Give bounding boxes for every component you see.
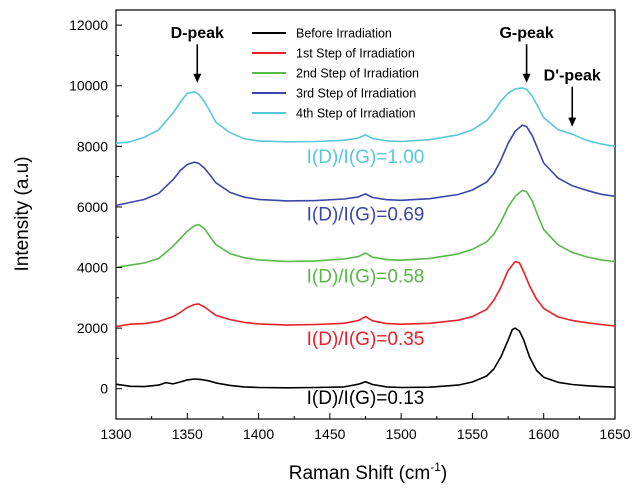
ratio-label: I(D)/I(G)=0.35 xyxy=(307,329,425,350)
legend: Before Irradiation 1st Step of Irradiatio… xyxy=(252,27,419,121)
x-axis-title-main: Raman Shift (cm xyxy=(289,463,430,484)
legend-label: 4th Step of Irradiation xyxy=(296,107,416,121)
series-line-2 xyxy=(115,260,616,328)
ratio-label: I(D)/I(G)=1.00 xyxy=(307,147,425,168)
y-tick-label: 2000 xyxy=(77,320,108,336)
y-tick-label: 6000 xyxy=(77,199,108,215)
series-line-1 xyxy=(115,327,616,389)
legend-label: 1st Step of Irradiation xyxy=(296,47,415,61)
series-line-4 xyxy=(115,124,616,207)
peak-label: G-peak xyxy=(499,25,553,42)
series-line-3 xyxy=(115,189,616,269)
legend-label: 2nd Step of Irradiation xyxy=(296,67,419,81)
peak-label: D'-peak xyxy=(544,68,601,85)
ratio-label: I(D)/I(G)=0.58 xyxy=(307,267,425,288)
x-tick-label: 1600 xyxy=(528,426,559,442)
series-lines xyxy=(115,87,616,389)
x-axis-title: Raman Shift (cm-1) xyxy=(289,460,447,484)
peak-arrow-head xyxy=(193,73,202,83)
ratio-labels: I(D)/I(G)=1.00 I(D)/I(G)=0.69 I(D)/I(G)=0.… xyxy=(307,147,425,409)
peak-label: D-peak xyxy=(171,25,224,42)
x-tick-label: 1400 xyxy=(243,426,274,442)
y-tick-label: 4000 xyxy=(77,260,108,276)
x-tick-label: 1500 xyxy=(386,426,417,442)
x-tick-label: 1350 xyxy=(172,426,203,442)
x-tick-label: 1650 xyxy=(599,426,630,442)
axes: 1300 1350 1400 1450 1500 1550 1600 1650 0 2000 400… xyxy=(69,17,631,442)
peak-annotations: D-peak G-peak D'-peak xyxy=(171,25,601,127)
series-line-5 xyxy=(115,87,616,148)
y-tick-label: 10000 xyxy=(69,78,108,94)
x-tick-label: 1300 xyxy=(100,426,131,442)
legend-label: Before Irradiation xyxy=(296,27,392,41)
peak-arrow-head xyxy=(568,117,577,127)
x-axis-title-tail: ) xyxy=(441,463,447,484)
x-axis-title-superscript: -1 xyxy=(430,460,441,474)
y-tick-label: 8000 xyxy=(77,138,108,154)
ratio-label: I(D)/I(G)=0.13 xyxy=(307,388,425,409)
y-axis-title: Intensity (a.u) xyxy=(12,156,33,271)
y-tick-label: 0 xyxy=(100,381,108,397)
x-tick-label: 1450 xyxy=(314,426,345,442)
ratio-label: I(D)/I(G)=0.69 xyxy=(307,205,425,226)
y-tick-label: 12000 xyxy=(69,17,108,33)
peak-arrow-head xyxy=(522,73,531,83)
x-tick-label: 1550 xyxy=(457,426,488,442)
legend-label: 3rd Step of Irradiation xyxy=(296,87,416,101)
